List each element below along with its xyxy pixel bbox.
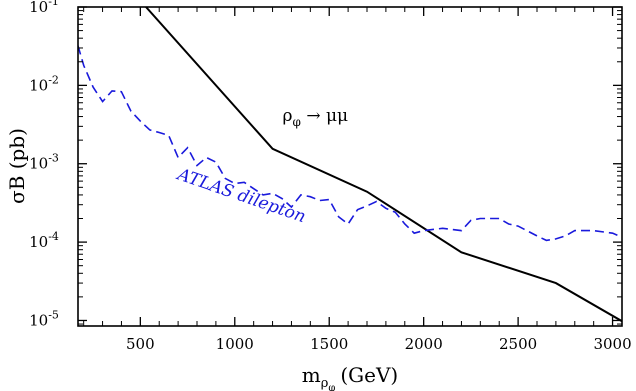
x-tick-label: 2000	[405, 335, 443, 353]
x-axis-label-sub: ρ	[321, 376, 329, 391]
x-axis-label-main: m	[302, 363, 321, 387]
tick-labels-layer: 10-510-410-310-210-1500 1000 1500 2000 2500 3…	[29, 0, 632, 353]
y-axis-label: σB (pb)	[5, 128, 29, 204]
y-tick-label: 10-1	[29, 0, 59, 16]
annotation-atlas-dilepton: ATLAS dilepton	[173, 164, 308, 227]
x-axis-label: mρφ (GeV)	[302, 363, 399, 391]
y-tick-label-exp: -2	[48, 73, 59, 86]
series-layer	[78, 7, 622, 323]
plot-frame	[77, 6, 623, 327]
y-tick-label: 10-4	[29, 230, 59, 251]
ticks-layer	[78, 6, 622, 326]
x-tick-label: 1500	[310, 335, 348, 353]
x-axis-label-subsub: φ	[328, 383, 335, 391]
y-tick-label: 10-2	[29, 73, 59, 94]
series-line-atlas-dilepton	[78, 45, 622, 242]
y-tick-label-base: 10	[29, 233, 48, 251]
x-tick-label: 2500	[499, 335, 537, 353]
y-tick-label-exp: -3	[48, 152, 59, 165]
x-tick-label: 500	[126, 335, 155, 353]
annotation-rho-mumu: ρφ → μμ	[283, 106, 349, 129]
series-line-rho-mumu	[145, 7, 622, 323]
y-tick-label-base: 10	[29, 0, 48, 16]
x-tick-label: 1000	[216, 335, 254, 353]
y-tick-label-exp: -1	[48, 0, 59, 8]
y-tick-label-exp: -4	[48, 230, 59, 243]
annotation-rho-base: ρ	[283, 106, 293, 126]
y-tick-label-exp: -5	[48, 308, 59, 321]
annotation-rho-rest: → μμ	[301, 106, 348, 126]
annotation-rho-sub: φ	[293, 115, 301, 129]
x-axis-label-unit: (GeV)	[340, 363, 398, 387]
y-tick-label-base: 10	[29, 311, 48, 329]
y-tick-label: 10-3	[29, 152, 59, 173]
y-tick-label: 10-5	[29, 308, 59, 329]
y-tick-label-base: 10	[29, 76, 48, 94]
x-tick-label: 3000	[593, 335, 631, 353]
y-tick-label-base: 10	[29, 155, 48, 173]
